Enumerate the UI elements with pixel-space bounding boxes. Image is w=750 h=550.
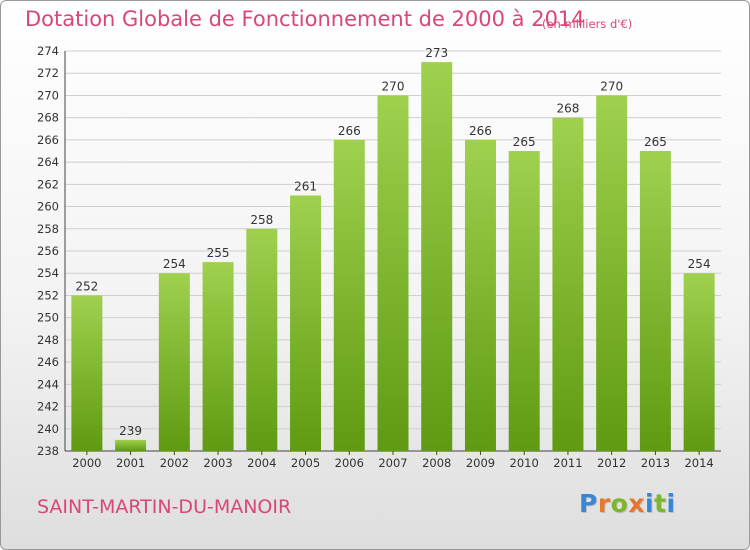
- unit-note: (en milliers d'€): [542, 17, 633, 31]
- bar-value-label: 273: [425, 46, 448, 60]
- bar-value-label: 254: [163, 257, 186, 271]
- bar: [508, 151, 540, 451]
- y-tick-label: 256: [37, 244, 59, 258]
- proxiti-logo: Proxiti: [579, 489, 676, 518]
- logo-letter: r: [597, 489, 611, 518]
- bar-value-label: 266: [338, 124, 361, 138]
- x-tick-label: 2008: [422, 456, 451, 470]
- logo-letter: i: [666, 489, 676, 518]
- bar-value-label: 268: [556, 102, 579, 116]
- bar-value-label: 252: [75, 279, 98, 293]
- bar-value-label: 254: [688, 257, 711, 271]
- commune-name: SAINT-MARTIN-DU-MANOIR: [37, 496, 292, 518]
- bar: [552, 117, 584, 452]
- y-tick-label: 270: [37, 88, 59, 102]
- y-tick-label: 264: [37, 155, 59, 169]
- y-tick-label: 238: [37, 444, 59, 458]
- bar: [158, 273, 190, 451]
- y-tick-label: 258: [37, 222, 59, 236]
- y-tick-label: 248: [37, 333, 59, 347]
- x-tick-label: 2001: [116, 456, 145, 470]
- bar-value-label: 258: [250, 213, 273, 227]
- y-tick-label: 272: [37, 66, 59, 80]
- logo-letter: t: [654, 489, 667, 518]
- y-tick-label: 242: [37, 400, 59, 414]
- y-tick-label: 266: [37, 133, 59, 147]
- logo-letter: x: [628, 489, 645, 518]
- bar-value-label: 239: [119, 424, 142, 438]
- bar: [290, 195, 322, 451]
- bar-value-label: 255: [207, 246, 230, 260]
- logo-letter: i: [645, 489, 655, 518]
- y-tick-label: 254: [37, 266, 59, 280]
- bar: [71, 295, 103, 451]
- chart-title: Dotation Globale de Fonctionnement de 20…: [25, 7, 585, 31]
- x-tick-label: 2010: [510, 456, 539, 470]
- y-tick-label: 274: [37, 44, 59, 58]
- bar-value-label: 265: [513, 135, 536, 149]
- x-tick-label: 2002: [160, 456, 189, 470]
- y-tick-label: 268: [37, 111, 59, 125]
- y-tick-label: 252: [37, 288, 59, 302]
- logo-letter: P: [579, 489, 598, 518]
- x-tick-label: 2014: [684, 456, 713, 470]
- x-tick-label: 2004: [247, 456, 276, 470]
- x-tick-label: 2007: [378, 456, 407, 470]
- x-tick-label: 2000: [72, 456, 101, 470]
- y-tick-label: 244: [37, 377, 59, 391]
- x-tick-label: 2006: [335, 456, 364, 470]
- x-tick-label: 2005: [291, 456, 320, 470]
- x-tick-label: 2009: [466, 456, 495, 470]
- bar: [115, 439, 147, 451]
- bar: [639, 151, 671, 451]
- x-tick-label: 2003: [203, 456, 232, 470]
- y-tick-label: 246: [37, 355, 59, 369]
- bar: [464, 139, 496, 451]
- bar: [246, 228, 278, 451]
- bar: [333, 139, 365, 451]
- bar-value-label: 270: [600, 79, 623, 93]
- x-tick-label: 2012: [597, 456, 626, 470]
- x-tick-label: 2013: [641, 456, 670, 470]
- bar-value-label: 265: [644, 135, 667, 149]
- y-tick-label: 240: [37, 422, 59, 436]
- bar-value-label: 270: [382, 79, 405, 93]
- y-tick-label: 262: [37, 177, 59, 191]
- y-tick-label: 260: [37, 200, 59, 214]
- logo-letter: o: [610, 489, 629, 518]
- bar: [596, 95, 628, 451]
- y-tick-label: 250: [37, 311, 59, 325]
- bar: [202, 262, 234, 451]
- bar-value-label: 266: [469, 124, 492, 138]
- bar-value-label: 261: [294, 179, 317, 193]
- bar: [421, 62, 453, 451]
- bar: [683, 273, 715, 451]
- bar: [377, 95, 409, 451]
- x-tick-label: 2011: [553, 456, 582, 470]
